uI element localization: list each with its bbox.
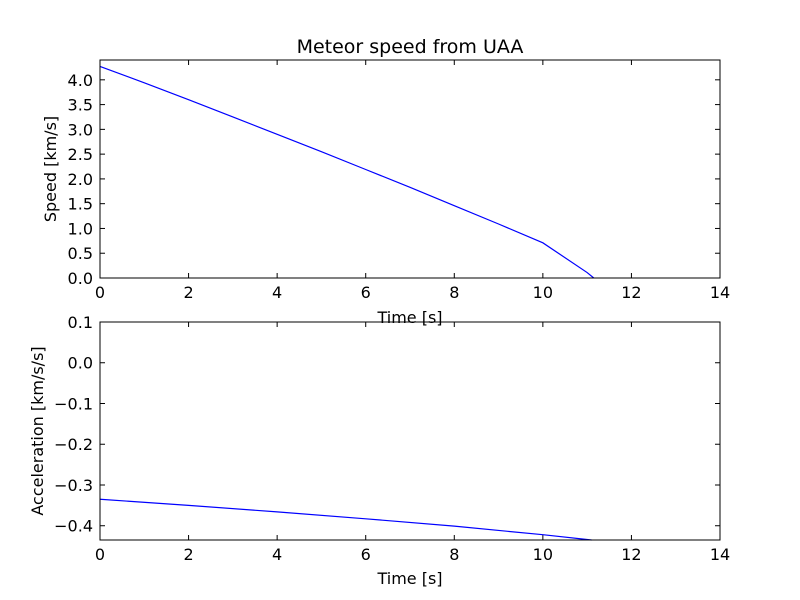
acceleration-series-line [99, 498, 592, 541]
acceleration-x-tick-label: 6 [361, 545, 371, 564]
acceleration-y-tick-label: −0.4 [54, 517, 93, 536]
speed-y-tick-label: 0.5 [68, 244, 93, 263]
speed-y-tick-label: 1.5 [68, 195, 93, 214]
speed-x-tick-label: 10 [533, 283, 553, 302]
speed-y-tick-label: 3.0 [68, 120, 93, 139]
acceleration-y-tick-label: −0.3 [54, 476, 93, 495]
acceleration-x-tick-label: 14 [710, 545, 730, 564]
speed-x-tick-label: 6 [361, 283, 371, 302]
acceleration-x-tick-label: 0 [95, 545, 105, 564]
acceleration-y-tick-label: 0.0 [68, 354, 93, 373]
acceleration-x-axis-label: Time [s] [376, 569, 442, 588]
speed-plot-frame [99, 59, 721, 279]
speed-series-line [99, 65, 595, 279]
speed-line-layer [99, 65, 595, 279]
acceleration-y-tick-label: −0.1 [54, 394, 93, 413]
speed-x-axis-label: Time [s] [376, 308, 442, 327]
speed-y-tick-label: 2.0 [68, 170, 93, 189]
acceleration-x-tick-label: 8 [449, 545, 459, 564]
speed-x-tick-label: 4 [272, 283, 282, 302]
speed-y-tick-label: 1.0 [68, 219, 93, 238]
speed-y-tick-label: 3.5 [68, 96, 93, 115]
speed-y-tick-label: 2.5 [68, 145, 93, 164]
speed-y-axis-label: Speed [km/s] [41, 116, 60, 222]
speed-x-tick-label: 8 [449, 283, 459, 302]
speed-y-tick-label: 4.0 [68, 71, 93, 90]
acceleration-y-tick-label: −0.2 [54, 435, 93, 454]
acceleration-plot: Acceleration [km/s/s] Time [s] 0 2 4 6 8 10 12… [28, 313, 730, 588]
speed-x-tick-label: 14 [710, 283, 730, 302]
acceleration-ticks: 0 2 4 6 8 10 12 14 0.1 0.0 −0.1 −0.2 −0.3 −0.4 [54, 313, 730, 564]
acceleration-x-tick-label: 12 [621, 545, 641, 564]
acceleration-x-tick-label: 2 [183, 545, 193, 564]
speed-x-tick-label: 2 [183, 283, 193, 302]
speed-x-tick-label: 12 [621, 283, 641, 302]
speed-y-tick-label: 0.0 [68, 269, 93, 288]
acceleration-y-tick-label: 0.1 [68, 313, 93, 332]
acceleration-x-tick-label: 4 [272, 545, 282, 564]
speed-x-tick-label: 0 [95, 283, 105, 302]
speed-chart-title: Meteor speed from UAA [297, 36, 524, 58]
speed-plot: Meteor speed from UAA Speed [km/s] Time … [41, 36, 730, 327]
acceleration-y-axis-label: Acceleration [km/s/s] [28, 346, 47, 515]
acceleration-x-tick-label: 10 [533, 545, 553, 564]
acceleration-plot-frame [99, 321, 721, 541]
speed-ticks: 0 2 4 6 8 10 12 14 0.0 0.5 1.0 1.5 2.0 2.5 3.0 3.5 4.0 [68, 60, 730, 302]
acceleration-line-layer [99, 498, 592, 541]
